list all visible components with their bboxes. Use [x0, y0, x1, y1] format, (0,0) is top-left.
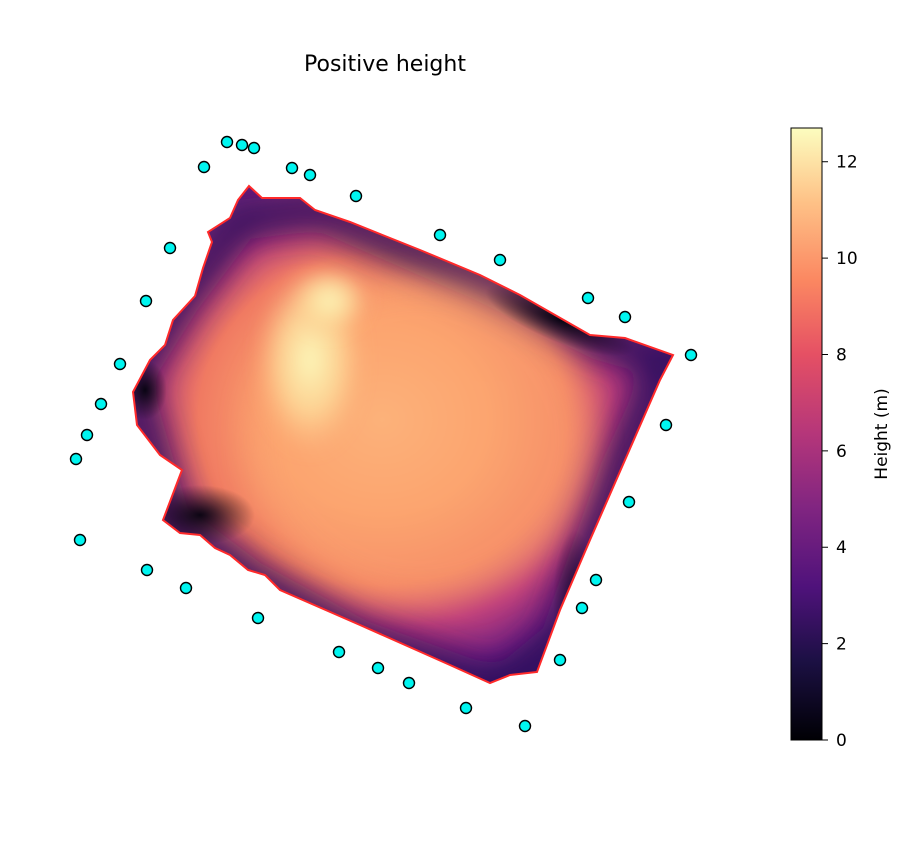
sample-marker: [518, 719, 532, 733]
sample-marker: [235, 138, 249, 152]
colorbar-tick-label: 12: [836, 153, 858, 173]
sample-marker: [349, 189, 363, 203]
low-corner-se: [553, 530, 597, 670]
sample-marker: [622, 495, 636, 509]
sample-marker: [179, 581, 193, 595]
sample-marker: [140, 563, 154, 577]
colorbar: 0 2 4 6 8 10 12 Height (m): [790, 127, 892, 751]
sample-marker: [303, 168, 317, 182]
colorbar-tick-label: 4: [836, 538, 847, 558]
low-corner-ne: [485, 283, 635, 357]
sample-marker: [618, 310, 632, 324]
site-boundary: [131, 184, 675, 685]
sample-marker: [69, 452, 83, 466]
sample-marker: [94, 397, 108, 411]
sample-marker: [163, 241, 177, 255]
sample-marker: [575, 601, 589, 615]
sample-marker: [139, 294, 153, 308]
colorbar-tick-label: 0: [836, 731, 847, 751]
sample-marker: [251, 611, 265, 625]
sample-markers: [69, 135, 698, 733]
colorbar-tick-label: 8: [836, 345, 847, 365]
sample-marker: [220, 135, 234, 149]
sample-marker: [285, 161, 299, 175]
colorbar-tick-label: 2: [836, 635, 847, 655]
sample-marker: [73, 533, 87, 547]
peak-zone-2: [290, 265, 370, 335]
sample-marker: [589, 573, 603, 587]
sample-marker: [113, 357, 127, 371]
sample-marker: [684, 348, 698, 362]
colorbar-ticks: 0 2 4 6 8 10 12: [822, 153, 858, 751]
colorbar-label: Height (m): [872, 388, 892, 479]
sample-marker: [433, 228, 447, 242]
sample-marker: [581, 291, 595, 305]
chart-title: Positive height: [304, 52, 466, 77]
heatmap: [133, 186, 673, 683]
sample-marker: [332, 645, 346, 659]
sample-marker: [247, 141, 261, 155]
sample-marker: [371, 661, 385, 675]
sample-marker: [553, 653, 567, 667]
colorbar-frame: [790, 127, 823, 741]
sample-marker: [80, 428, 94, 442]
sample-marker: [659, 418, 673, 432]
sample-marker: [402, 676, 416, 690]
colorbar-gradient: [791, 128, 822, 740]
colorbar-tick-label: 6: [836, 442, 847, 462]
sample-marker: [197, 160, 211, 174]
sample-marker: [493, 253, 507, 267]
sample-marker: [459, 701, 473, 715]
colorbar-tick-label: 10: [836, 249, 858, 269]
